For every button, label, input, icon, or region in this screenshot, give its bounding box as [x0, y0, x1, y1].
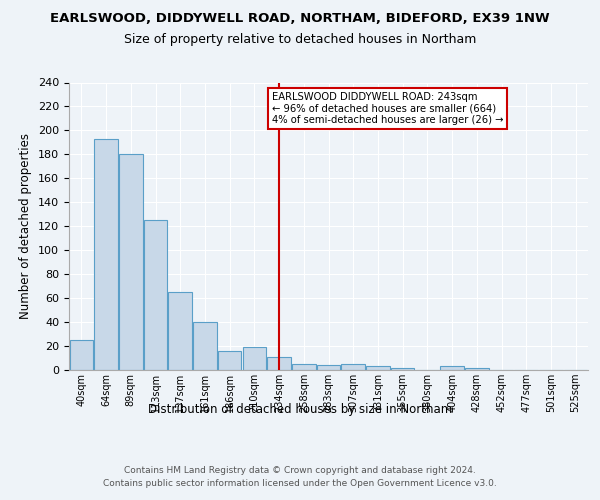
Text: Contains HM Land Registry data © Crown copyright and database right 2024.
Contai: Contains HM Land Registry data © Crown c…: [103, 466, 497, 487]
Bar: [70, 340, 93, 370]
Bar: [341, 364, 365, 370]
Bar: [292, 364, 316, 370]
Bar: [268, 357, 291, 370]
Bar: [465, 368, 488, 370]
Bar: [242, 347, 266, 370]
Y-axis label: Number of detached properties: Number of detached properties: [19, 133, 32, 320]
Bar: [169, 292, 192, 370]
Text: EARLSWOOD, DIDDYWELL ROAD, NORTHAM, BIDEFORD, EX39 1NW: EARLSWOOD, DIDDYWELL ROAD, NORTHAM, BIDE…: [50, 12, 550, 26]
Bar: [193, 322, 217, 370]
Text: EARLSWOOD DIDDYWELL ROAD: 243sqm
← 96% of detached houses are smaller (664)
4% o: EARLSWOOD DIDDYWELL ROAD: 243sqm ← 96% o…: [272, 92, 503, 126]
Text: Distribution of detached houses by size in Northam: Distribution of detached houses by size …: [148, 402, 452, 415]
Text: Size of property relative to detached houses in Northam: Size of property relative to detached ho…: [124, 32, 476, 46]
Bar: [440, 366, 464, 370]
Bar: [119, 154, 143, 370]
Bar: [94, 139, 118, 370]
Bar: [366, 366, 389, 370]
Bar: [317, 365, 340, 370]
Bar: [144, 220, 167, 370]
Bar: [391, 368, 415, 370]
Bar: [218, 351, 241, 370]
